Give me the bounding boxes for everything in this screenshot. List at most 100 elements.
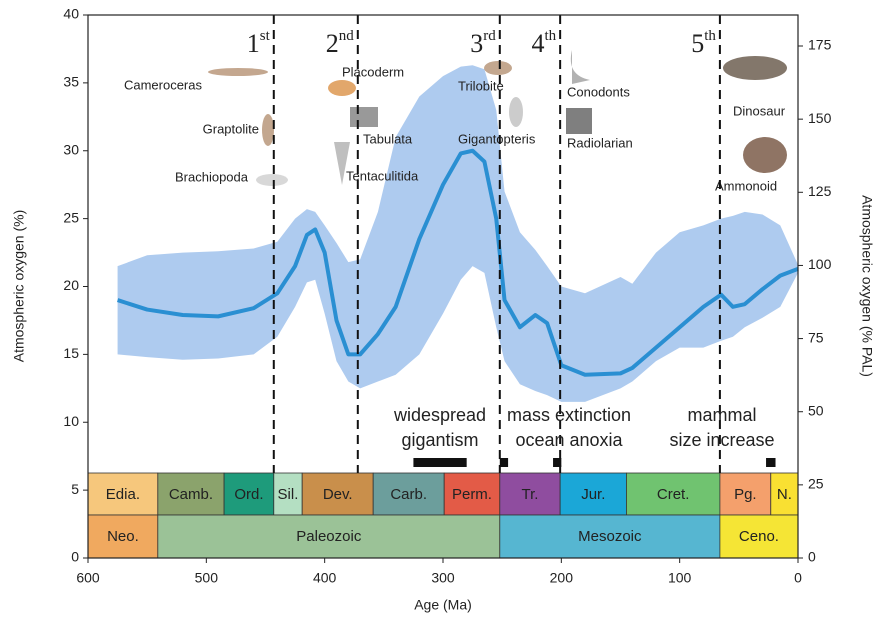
- x-tick-label: 300: [431, 570, 455, 586]
- extinction-number: 3: [470, 29, 483, 58]
- y-tick-label: 15: [63, 345, 79, 361]
- y-tick-label: 40: [63, 6, 79, 22]
- y-tick-label: 20: [63, 277, 79, 293]
- extinction-label: 3rd: [470, 28, 496, 58]
- x-tick-label: 100: [668, 570, 692, 586]
- x-tick-label: 0: [794, 570, 802, 586]
- icon: [350, 107, 378, 127]
- timescale: Edia. Camb. Ord. Sil. Dev. Carb. Perm. Tr. Jur. C…: [87, 472, 799, 559]
- icon: [256, 174, 288, 186]
- era-box: [157, 514, 501, 559]
- period-box: [372, 472, 445, 516]
- era-label: Ceno.: [739, 528, 779, 545]
- annotation: Ammonoid: [715, 178, 777, 193]
- extinction-suffix: rd: [483, 28, 496, 44]
- period-label: Jur.: [581, 486, 605, 503]
- extinction-suffix: st: [260, 28, 271, 44]
- event-bar: [499, 458, 509, 467]
- era-label: Neo.: [107, 528, 139, 545]
- oxygen-line: [116, 148, 799, 377]
- period-box: [443, 472, 501, 516]
- icon: [484, 61, 512, 75]
- y-tick-label: 0: [71, 549, 79, 565]
- era-label: Paleozoic: [296, 528, 362, 545]
- icon: [334, 142, 350, 185]
- event-bar: [766, 458, 776, 467]
- y-tick-label: 5: [71, 481, 79, 497]
- extinction-suffix: nd: [339, 28, 355, 44]
- extinction-number: 1: [247, 29, 260, 58]
- period-label: Pg.: [734, 486, 757, 503]
- x-tick-label: 200: [550, 570, 574, 586]
- y2-tick-label: 50: [808, 402, 824, 418]
- x-tick-label: 400: [313, 570, 337, 586]
- era-box: [719, 514, 799, 559]
- icon: [570, 50, 590, 84]
- x-tick-label: 500: [195, 570, 219, 586]
- y-axis-label: Atmospheric oxygen (%): [11, 210, 27, 363]
- extinction-label: 1st: [247, 28, 271, 58]
- period-box: [719, 472, 772, 516]
- organism-icons: [208, 50, 787, 186]
- period-label: Camb.: [169, 486, 213, 503]
- annotation: Tentaculitida: [346, 168, 419, 183]
- event-label: widespread: [393, 405, 486, 425]
- period-label: Dev.: [323, 486, 353, 503]
- icon: [262, 114, 274, 146]
- event-label: size increase: [669, 430, 774, 450]
- annotation: Placoderm: [342, 64, 404, 79]
- annotation: Brachiopoda: [175, 169, 249, 184]
- icon: [566, 108, 592, 134]
- event-label: gigantism: [401, 430, 478, 450]
- period-label: Perm.: [452, 486, 492, 503]
- event-label: mammal: [687, 405, 756, 425]
- icon: [208, 68, 268, 76]
- extinction-number: 4: [531, 29, 544, 58]
- period-box: [87, 472, 159, 516]
- annotation: Gigantopteris: [458, 131, 536, 146]
- y2-tick-label: 175: [808, 37, 832, 53]
- y2-tick-label: 150: [808, 110, 832, 126]
- y-tick-label: 25: [63, 209, 79, 225]
- y2-tick-label: 125: [808, 183, 832, 199]
- confidence-band: [117, 65, 799, 402]
- annotation: Graptolite: [203, 121, 259, 136]
- y2-tick-label: 0: [808, 549, 816, 565]
- period-label: N.: [777, 486, 792, 503]
- icon: [723, 56, 787, 80]
- period-box: [273, 472, 303, 516]
- y2-tick-label: 100: [808, 256, 832, 272]
- annotations: Cameroceras Graptolite Brachiopoda Placo…: [124, 64, 786, 193]
- icon: [509, 97, 523, 127]
- period-label: Carb.: [390, 486, 427, 503]
- period-box: [499, 472, 561, 516]
- extinction-number: 5: [691, 29, 704, 58]
- period-label: Cret.: [657, 486, 690, 503]
- x-tick-label: 600: [76, 570, 100, 586]
- y-tick-label: 35: [63, 74, 79, 90]
- period-box: [626, 472, 721, 516]
- era-box: [499, 514, 721, 559]
- event-bar: [553, 458, 562, 467]
- annotation: Trilobite: [458, 78, 504, 93]
- y2-axis-label: Atmospheric oxygen (% PAL): [859, 195, 875, 377]
- annotation: Cameroceras: [124, 77, 203, 92]
- y-tick-label: 10: [63, 413, 79, 429]
- event-label: mass extinction: [507, 405, 631, 425]
- x-axis-label: Age (Ma): [414, 597, 472, 613]
- extinction-label: 2nd: [326, 28, 355, 58]
- extinction-suffix: th: [544, 28, 556, 44]
- era-label: Mesozoic: [578, 528, 642, 545]
- y2-tick-label: 75: [808, 329, 824, 345]
- event-bar: [413, 458, 467, 467]
- period-label: Ord.: [234, 486, 263, 503]
- icon: [328, 80, 356, 96]
- annotation: Conodonts: [567, 84, 630, 99]
- annotation: Dinosaur: [733, 103, 786, 118]
- y-tick-label: 30: [63, 141, 79, 157]
- extinction-label: 4th: [531, 28, 556, 58]
- period-box: [770, 472, 799, 516]
- period-box: [157, 472, 225, 516]
- extinction-suffix: th: [704, 28, 716, 44]
